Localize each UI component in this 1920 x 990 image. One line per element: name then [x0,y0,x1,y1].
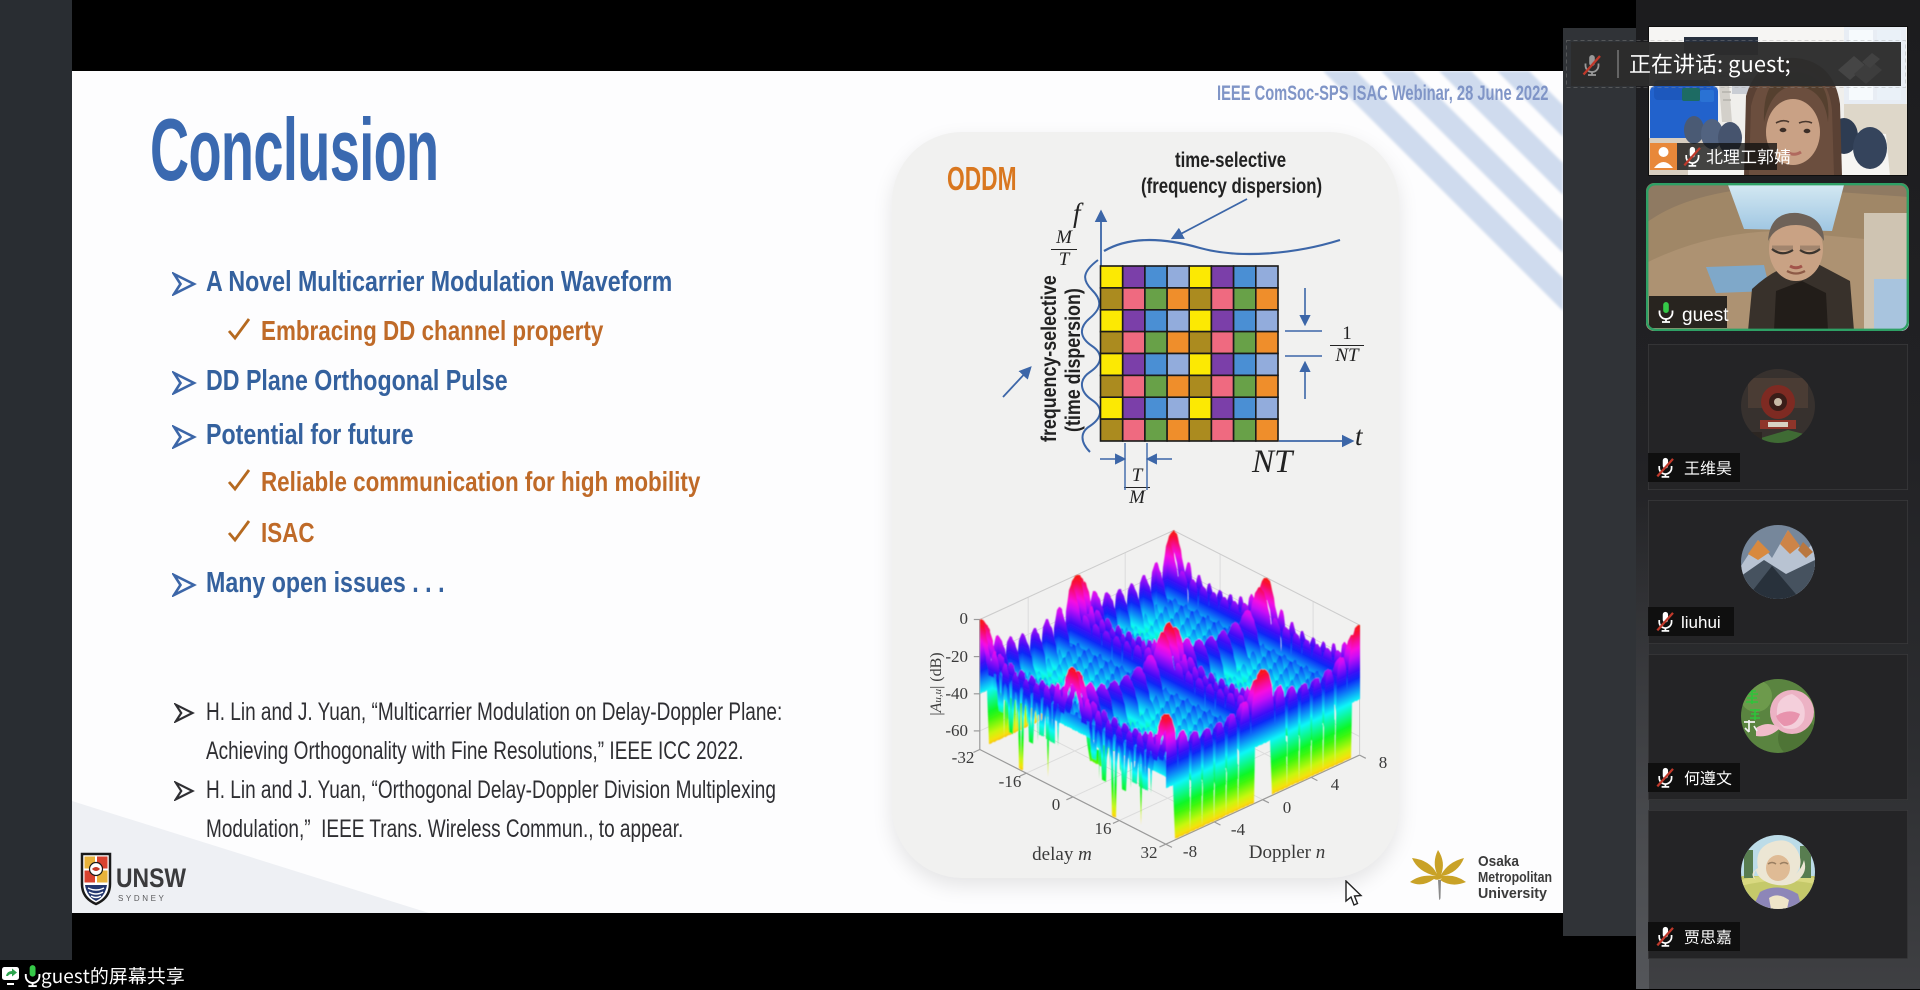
svg-text:-60: -60 [945,721,968,740]
svg-text:8: 8 [1379,753,1388,772]
svg-text:-32: -32 [952,748,975,767]
svg-text:-40: -40 [945,684,968,703]
svg-text:-20: -20 [945,647,968,666]
svg-text:guest: guest [1682,305,1729,326]
svg-text:16: 16 [1095,819,1112,838]
svg-text:University: University [1478,885,1548,902]
svg-text:-16: -16 [999,772,1022,791]
svg-text:Doppler n: Doppler n [1249,842,1326,863]
svg-text:0: 0 [1283,798,1292,817]
svg-text:4: 4 [1331,775,1340,794]
svg-text:32: 32 [1141,843,1158,862]
svg-text:0: 0 [960,609,969,628]
svg-text:UNSW: UNSW [116,863,186,893]
svg-text:Metropolitan: Metropolitan [1478,869,1552,886]
svg-text:delay m: delay m [1032,844,1092,865]
svg-text:0: 0 [1052,795,1061,814]
svg-text:-8: -8 [1183,842,1197,861]
svg-text:liuhui: liuhui [1681,613,1721,632]
svg-text:SYDNEY: SYDNEY [118,894,167,903]
svg-text:|Au,u| (dB): |Au,u| (dB) [930,652,945,715]
svg-text:Osaka: Osaka [1478,853,1520,870]
svg-text:-4: -4 [1231,820,1246,839]
